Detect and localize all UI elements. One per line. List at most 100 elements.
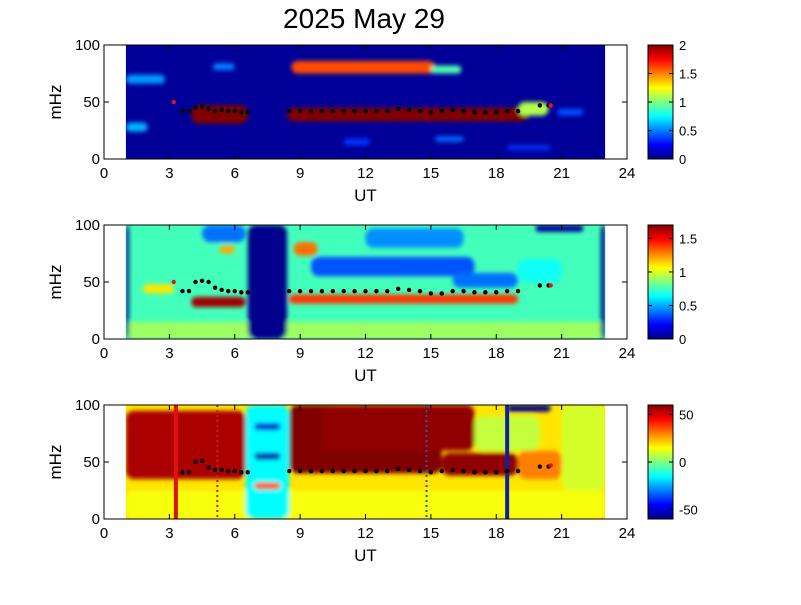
y-tick-label: 50 (83, 454, 100, 471)
heatmap (125, 405, 606, 519)
heatmap-cell (245, 405, 290, 519)
y-tick-label: 50 (83, 94, 100, 111)
peak-point (537, 283, 543, 288)
y-tick-label: 0 (92, 331, 100, 348)
heatmap-cell (125, 410, 246, 480)
peak-marker-red (171, 279, 176, 285)
peak-point (330, 108, 336, 114)
heatmap-cell (343, 138, 370, 146)
peak-point (461, 468, 466, 474)
peak-point (417, 288, 423, 294)
peak-point (450, 288, 455, 294)
peak-point (219, 287, 224, 293)
x-tick-label: 0 (100, 165, 108, 182)
x-tick-label: 3 (165, 165, 173, 182)
heatmap-cell (191, 105, 248, 124)
peak-point (450, 467, 455, 473)
peak-point (461, 108, 466, 114)
peak-point (330, 468, 336, 474)
peak-point (395, 286, 401, 292)
peak-point (186, 108, 192, 114)
peak-point (193, 279, 198, 285)
x-tick-label: 0 (100, 525, 108, 542)
heatmap-cell (561, 405, 606, 491)
x-axis-label: UT (354, 366, 377, 385)
peak-point (494, 470, 499, 475)
heatmap-cell (287, 107, 529, 122)
peak-point (374, 468, 379, 474)
peak-point (212, 285, 218, 290)
peak-point (232, 468, 237, 474)
peak-point (287, 108, 292, 114)
heatmap-cell (254, 452, 281, 460)
heatmap-cell (557, 108, 584, 116)
colorbar-tick-label: 0 (679, 332, 686, 347)
peak-point (363, 288, 368, 294)
peak-point (245, 290, 251, 295)
x-tick-label: 3 (165, 345, 173, 362)
peak-point (341, 108, 346, 114)
x-tick-label: 9 (296, 525, 304, 542)
peak-marker-red (548, 283, 553, 288)
peak-point (206, 106, 211, 112)
y-tick-label: 100 (75, 217, 100, 234)
peak-point (319, 468, 325, 474)
peak-point (374, 288, 379, 294)
peak-point (504, 288, 510, 294)
peak-point (406, 107, 412, 113)
x-tick-label: 0 (100, 345, 108, 362)
peak-point (417, 468, 423, 474)
heatmap-cell (311, 256, 475, 277)
heatmap-cell (518, 102, 549, 116)
peak-point (199, 458, 205, 464)
colorbar-tick-label: 1.5 (679, 231, 697, 246)
heatmap-cell (125, 74, 166, 84)
heatmap-cell (212, 63, 235, 71)
colorbar-tick-label: 1.5 (679, 67, 697, 82)
heatmap-cell (202, 225, 246, 243)
peak-point (297, 108, 303, 114)
x-tick-label: 18 (488, 345, 505, 362)
peak-point (363, 108, 368, 114)
peak-point (239, 290, 244, 295)
colorbar-tick-label: 0.5 (679, 298, 697, 313)
peak-marker-red (548, 463, 553, 468)
x-axis-label: UT (354, 186, 377, 205)
heatmap-cell (125, 225, 130, 339)
colorbar-tick-label: 2 (679, 38, 686, 53)
peak-marker-red (171, 99, 176, 105)
peak-point (287, 468, 292, 474)
peak-point (515, 288, 521, 294)
peak-point (199, 278, 205, 284)
peak-point (450, 107, 455, 113)
heatmap-cell (254, 482, 281, 490)
x-tick-label: 6 (231, 165, 239, 182)
x-tick-label: 21 (553, 165, 570, 182)
x-tick-label: 18 (488, 525, 505, 542)
colorbar-tick-label: 1 (679, 265, 686, 280)
heatmap-cell (430, 65, 462, 74)
peak-point (330, 288, 336, 294)
x-tick-label: 9 (296, 165, 304, 182)
y-axis-label: mHz (46, 445, 65, 480)
peak-point (428, 291, 434, 296)
peak-point (406, 467, 412, 473)
y-tick-label: 0 (92, 151, 100, 168)
peak-point (232, 288, 237, 294)
colorbar-tick-label: 50 (679, 408, 693, 423)
peak-point (308, 108, 314, 114)
x-tick-label: 6 (231, 345, 239, 362)
colorbar-tick-label: -50 (679, 503, 698, 518)
peak-point (319, 288, 325, 294)
heatmap-cell (507, 145, 551, 150)
x-tick-label: 9 (296, 345, 304, 362)
heatmap-cell (435, 136, 464, 142)
x-tick-label: 15 (423, 525, 440, 542)
peak-point (395, 106, 401, 112)
peak-point (494, 110, 499, 115)
peak-point (199, 104, 205, 109)
peak-point (297, 288, 303, 294)
x-tick-label: 3 (165, 525, 173, 542)
heatmap-cell (191, 296, 246, 308)
